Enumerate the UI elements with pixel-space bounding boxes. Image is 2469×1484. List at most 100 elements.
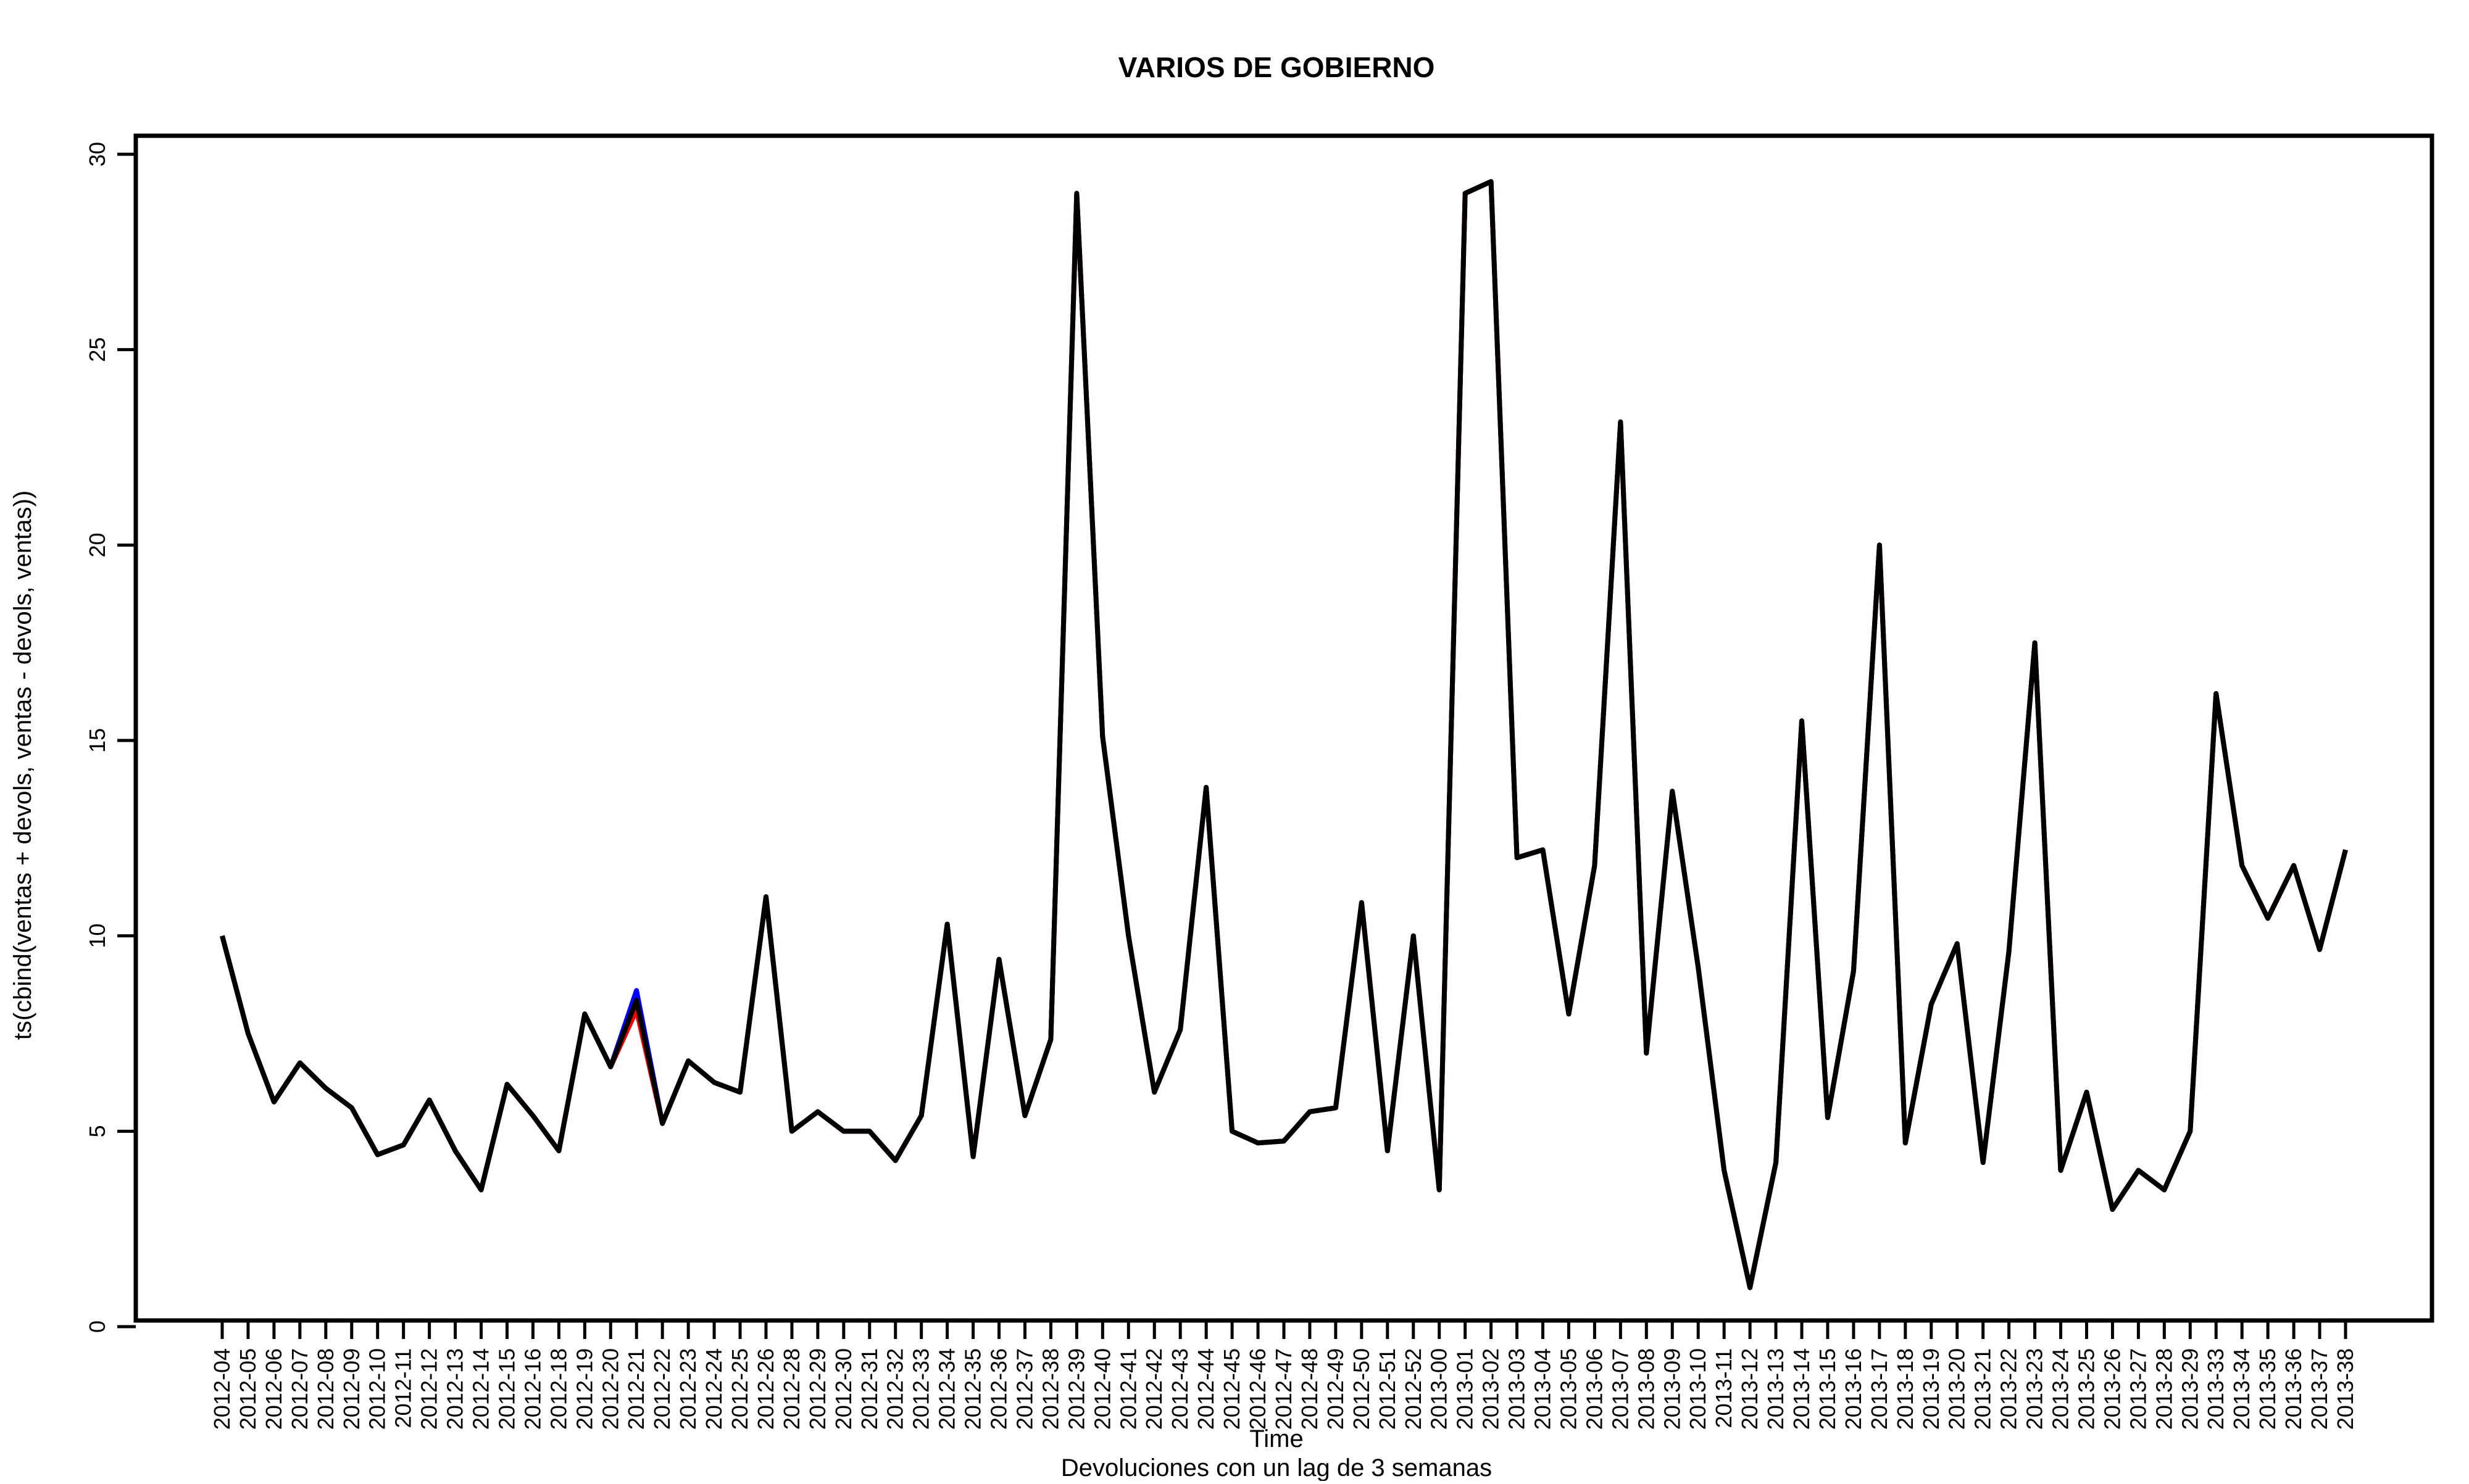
chart-subtitle: Devoluciones con un lag de 3 semanas xyxy=(1061,1454,1492,1481)
x-tick-label: 2012-48 xyxy=(1297,1348,1322,1430)
y-axis-label: ts(cbind(ventas + devols, ventas - devol… xyxy=(9,491,36,1040)
x-tick-label: 2013-34 xyxy=(2229,1348,2254,1430)
x-tick-label: 2012-12 xyxy=(417,1348,442,1430)
x-tick-label: 2013-06 xyxy=(1581,1348,1607,1430)
x-axis: 2012-04 2012-05 2012-06 2012-07 2012-08 2012-… xyxy=(209,1320,2358,1430)
x-tick-label: 2012-08 xyxy=(313,1348,338,1430)
x-tick-label: 2012-19 xyxy=(572,1348,597,1430)
x-tick-label: 2012-04 xyxy=(209,1348,235,1430)
y-tick-label: 25 xyxy=(85,338,110,362)
x-tick-label: 2012-21 xyxy=(623,1348,649,1430)
y-axis: 0 5 10 15 20 25 30 xyxy=(85,142,136,1333)
x-tick-label: 2013-03 xyxy=(1504,1348,1530,1430)
x-tick-label: 2012-41 xyxy=(1115,1348,1141,1430)
x-tick-label: 2013-07 xyxy=(1607,1348,1633,1430)
x-tick-label: 2012-34 xyxy=(935,1348,960,1430)
x-tick-label: 2013-00 xyxy=(1426,1348,1452,1430)
x-tick-label: 2012-50 xyxy=(1349,1348,1374,1430)
series-layer xyxy=(220,179,2348,1290)
x-axis-label: Time xyxy=(1249,1425,1303,1453)
x-tick-label: 2012-18 xyxy=(546,1348,571,1430)
x-tick-label: 2012-51 xyxy=(1375,1348,1400,1430)
x-tick-label: 2013-01 xyxy=(1452,1348,1478,1430)
x-tick-label: 2012-33 xyxy=(909,1348,934,1430)
plot-frame xyxy=(133,133,2434,1323)
x-tick-label: 2012-30 xyxy=(831,1348,856,1430)
x-tick-label: 2013-23 xyxy=(2022,1348,2047,1430)
x-tick-label: 2012-15 xyxy=(494,1348,519,1430)
x-tick-label: 2012-13 xyxy=(443,1348,468,1430)
x-tick-label: 2012-28 xyxy=(779,1348,804,1430)
x-tick-label: 2012-42 xyxy=(1141,1348,1167,1430)
x-tick-label: 2013-13 xyxy=(1763,1348,1788,1430)
x-tick-label: 2013-22 xyxy=(1996,1348,2021,1430)
x-tick-label: 2012-38 xyxy=(1038,1348,1063,1430)
x-tick-label: 2013-11 xyxy=(1711,1348,1736,1428)
x-tick-label: 2013-14 xyxy=(1789,1348,1814,1430)
x-tick-label: 2013-26 xyxy=(2099,1348,2125,1430)
x-tick-label: 2013-37 xyxy=(2307,1348,2332,1430)
x-tick-label: 2012-49 xyxy=(1323,1348,1348,1430)
y-tick-label: 30 xyxy=(85,142,110,167)
x-tick-label: 2012-24 xyxy=(701,1348,727,1430)
x-tick-label: 2012-31 xyxy=(857,1348,882,1430)
x-tick-label: 2013-05 xyxy=(1555,1348,1581,1430)
x-tick-label: 2013-19 xyxy=(1918,1348,1944,1430)
x-tick-label: 2013-24 xyxy=(2048,1348,2073,1430)
x-tick-label: 2013-28 xyxy=(2151,1348,2176,1430)
x-tick-label: 2012-22 xyxy=(649,1348,675,1430)
x-tick-label: 2012-06 xyxy=(261,1348,286,1430)
x-tick-label: 2012-39 xyxy=(1064,1348,1089,1430)
x-tick-label: 2013-04 xyxy=(1530,1348,1555,1430)
x-tick-label: 2012-23 xyxy=(675,1348,701,1430)
x-tick-label: 2012-52 xyxy=(1401,1348,1426,1430)
x-tick-label: 2012-29 xyxy=(805,1348,830,1430)
x-tick-label: 2012-20 xyxy=(597,1348,623,1430)
x-tick-label: 2012-44 xyxy=(1193,1348,1218,1430)
x-tick-label: 2012-09 xyxy=(339,1348,364,1430)
x-tick-label: 2012-32 xyxy=(883,1348,908,1430)
x-tick-label: 2013-27 xyxy=(2125,1348,2150,1430)
x-tick-label: 2012-25 xyxy=(727,1348,752,1430)
y-tick-label: 10 xyxy=(85,924,110,948)
x-tick-label: 2012-07 xyxy=(287,1348,312,1430)
x-tick-label: 2012-10 xyxy=(365,1348,390,1430)
x-tick-label: 2013-25 xyxy=(2073,1348,2099,1430)
x-tick-label: 2013-36 xyxy=(2281,1348,2306,1430)
x-tick-label: 2012-35 xyxy=(960,1348,986,1430)
x-tick-label: 2012-43 xyxy=(1167,1348,1193,1430)
x-tick-label: 2013-02 xyxy=(1478,1348,1504,1430)
x-tick-label: 2012-47 xyxy=(1271,1348,1296,1430)
x-tick-label: 2013-21 xyxy=(1970,1348,1996,1430)
x-tick-label: 2013-08 xyxy=(1633,1348,1659,1430)
x-tick-label: 2013-16 xyxy=(1841,1348,1866,1430)
x-tick-label: 2012-05 xyxy=(235,1348,260,1430)
x-tick-label: 2012-36 xyxy=(986,1348,1012,1430)
x-tick-label: 2013-10 xyxy=(1685,1348,1710,1430)
y-tick-label: 0 xyxy=(85,1320,110,1333)
x-tick-label: 2013-18 xyxy=(1892,1348,1918,1430)
x-tick-label: 2012-11 xyxy=(391,1348,416,1428)
x-tick-label: 2013-12 xyxy=(1737,1348,1762,1430)
x-tick-label: 2013-33 xyxy=(2203,1348,2228,1430)
x-tick-label: 2012-16 xyxy=(520,1348,545,1430)
x-tick-label: 2013-35 xyxy=(2255,1348,2280,1430)
x-tick-label: 2013-38 xyxy=(2333,1348,2358,1430)
y-tick-label: 20 xyxy=(85,533,110,557)
x-tick-label: 2012-14 xyxy=(468,1348,494,1430)
x-tick-label: 2012-46 xyxy=(1245,1348,1270,1430)
y-tick-label: 5 xyxy=(85,1125,110,1137)
y-tick-label: 15 xyxy=(85,728,110,753)
x-tick-label: 2012-37 xyxy=(1012,1348,1037,1430)
x-tick-label: 2013-09 xyxy=(1659,1348,1684,1430)
x-tick-label: 2012-26 xyxy=(753,1348,778,1430)
chart-title: VARIOS DE GOBIERNO xyxy=(1118,51,1435,83)
x-tick-label: 2013-17 xyxy=(1867,1348,1892,1430)
x-tick-label: 2012-40 xyxy=(1089,1348,1115,1430)
series-line-3 xyxy=(220,179,2348,1290)
x-tick-label: 2013-29 xyxy=(2177,1348,2202,1430)
x-tick-label: 2012-45 xyxy=(1219,1348,1244,1430)
x-tick-label: 2013-20 xyxy=(1944,1348,1970,1430)
